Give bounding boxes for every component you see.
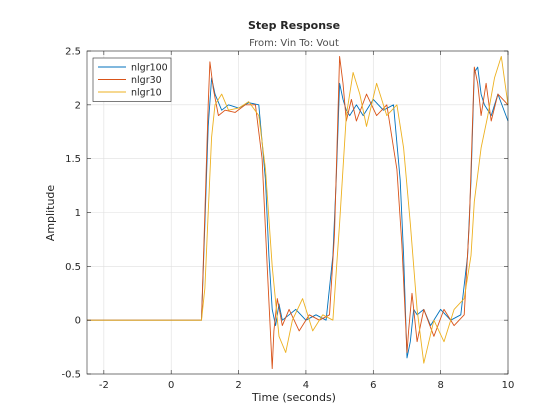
series-line-nlgr30: [87, 55, 509, 370]
x-tick-label: 0: [168, 380, 174, 391]
legend-label-nlgr10: nlgr10: [131, 88, 162, 99]
x-tick-label: 4: [303, 380, 309, 391]
x-tick-label: 10: [502, 380, 515, 391]
axis-ticks: -2 0 2 4 6 8 10 -0.5 0 0.5 1 1.5 2 2.5: [61, 47, 514, 392]
x-axis-label: Time (seconds): [251, 391, 336, 404]
x-tick-label: 6: [370, 380, 376, 391]
y-tick-label: -0.5: [61, 370, 81, 381]
y-tick-label: 1.5: [65, 154, 81, 165]
x-tick-label: 2: [235, 380, 241, 391]
series-line-nlgr10: [87, 55, 509, 364]
series-layer: [87, 55, 509, 370]
y-tick-label: 1: [75, 208, 81, 219]
y-tick-label: 2: [75, 100, 81, 111]
plot-area: -2 0 2 4 6 8 10 -0.5 0 0.5 1 1.5 2 2.5: [61, 47, 514, 392]
x-tick-label: 8: [437, 380, 443, 391]
x-tick-label: -2: [99, 380, 109, 391]
y-axis-label: Amplitude: [44, 185, 57, 242]
y-tick-label: 2.5: [65, 47, 81, 58]
legend-label-nlgr30: nlgr30: [131, 75, 162, 86]
y-tick-label: 0.5: [65, 262, 81, 273]
chart-title: Step Response: [248, 19, 340, 32]
chart-subtitle: From: Vin To: Vout: [249, 38, 339, 49]
legend-label-nlgr100: nlgr100: [131, 63, 168, 74]
y-tick-label: 0: [75, 316, 81, 327]
